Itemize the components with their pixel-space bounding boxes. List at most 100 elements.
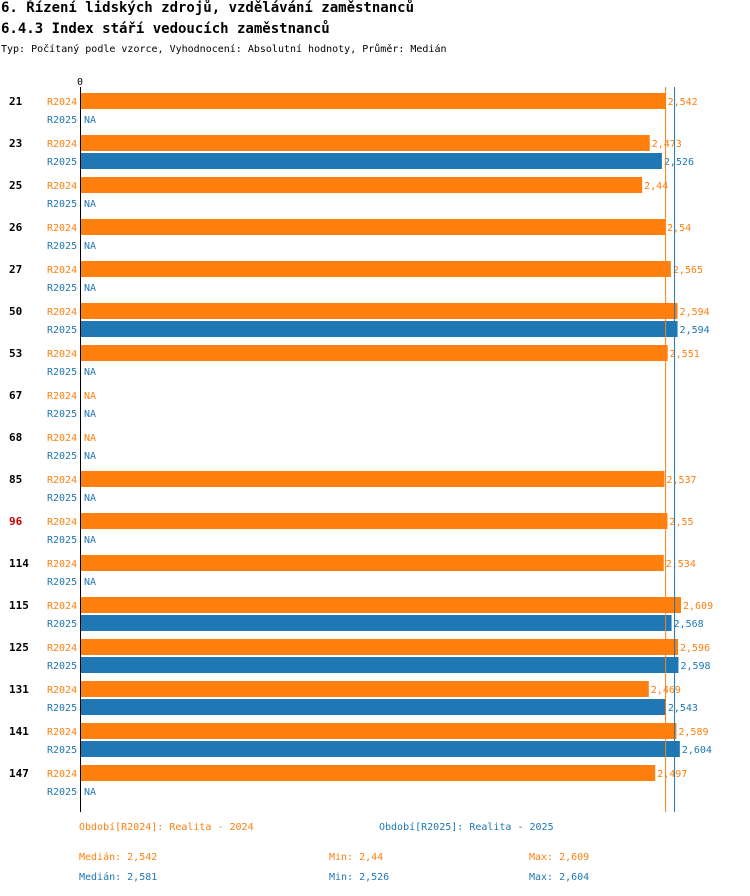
na-label: NA (84, 283, 96, 294)
median-r2024: Medián: 2,542 (79, 852, 158, 863)
bar (81, 513, 668, 529)
data-label: 2,473 (652, 139, 682, 150)
na-label: NA (84, 115, 96, 126)
na-label: NA (84, 451, 96, 462)
category-label: 26 (9, 221, 23, 234)
chart-title: 6.4.3 Index stáří vedoucích zaměstnanců (1, 21, 330, 37)
legend-r2025: Období[R2025]: Realita - 2025 (379, 822, 554, 833)
data-label: 2,565 (673, 265, 703, 276)
series-label: R2025 (47, 367, 77, 378)
bar (81, 639, 679, 655)
series-label: R2025 (47, 199, 77, 210)
series-label: R2025 (47, 115, 77, 126)
data-label: 2,596 (680, 643, 710, 654)
series-label: R2025 (47, 451, 77, 462)
series-label: R2025 (47, 535, 77, 546)
series-label: R2025 (47, 787, 77, 798)
legend-r2024: Období[R2024]: Realita - 2024 (79, 822, 254, 833)
min-r2024: Min: 2,44 (329, 852, 384, 863)
series-label: R2024 (47, 559, 77, 570)
axis-zero-label: 0 (77, 77, 83, 88)
max-r2025: Max: 2,604 (529, 872, 590, 883)
series-label: R2025 (47, 409, 77, 420)
series-label: R2024 (47, 349, 77, 360)
series-label: R2024 (47, 391, 77, 402)
series-label: R2025 (47, 325, 77, 336)
series-label: R2025 (47, 745, 77, 756)
series-label: R2024 (47, 433, 77, 444)
category-label: 85 (9, 473, 22, 486)
series-label: R2025 (47, 619, 77, 630)
na-label: NA (84, 391, 96, 402)
category-label: 25 (9, 179, 22, 192)
data-label: 2,609 (683, 601, 713, 612)
na-label: NA (84, 577, 96, 588)
min-r2025: Min: 2,526 (329, 872, 390, 883)
data-label: 2,551 (670, 349, 700, 360)
series-label: R2024 (47, 643, 77, 654)
bar (81, 303, 678, 319)
category-label: 27 (9, 263, 22, 276)
series-label: R2024 (47, 265, 77, 276)
bar (81, 93, 666, 109)
bar (81, 261, 671, 277)
data-label: 2,594 (680, 325, 710, 336)
type-description: Typ: Počítaný podle vzorce, Vyhodnocení:… (1, 44, 447, 55)
bar (81, 681, 649, 697)
page-title: 6. Řízení lidských zdrojů, vzdělávání za… (1, 0, 415, 16)
category-label: 141 (9, 725, 29, 738)
category-label: 96 (9, 515, 23, 528)
bar (81, 135, 650, 151)
series-label: R2024 (47, 181, 77, 192)
series-label: R2024 (47, 97, 77, 108)
category-label: 115 (9, 599, 29, 612)
series-label: R2024 (47, 685, 77, 696)
data-label: 2,526 (664, 157, 694, 168)
max-r2024: Max: 2,609 (529, 852, 590, 863)
category-label: 53 (9, 347, 22, 360)
bar (81, 177, 643, 193)
bar (81, 723, 677, 739)
median-r2025: Medián: 2,581 (79, 872, 158, 883)
na-label: NA (84, 493, 96, 504)
category-label: 68 (9, 431, 22, 444)
data-label: 2,497 (657, 769, 687, 780)
category-label: 50 (9, 305, 22, 318)
category-label: 21 (9, 95, 23, 108)
data-label: 2,604 (682, 745, 712, 756)
category-label: 67 (9, 389, 22, 402)
bar (81, 471, 665, 487)
series-label: R2025 (47, 577, 77, 588)
series-label: R2024 (47, 769, 77, 780)
series-label: R2024 (47, 139, 77, 150)
data-label: 2,54 (667, 223, 691, 234)
bar-chart: 0 21 R2024 2,542 R2025 NA 23 R2024 2,473 R2025 2,5… (9, 77, 713, 812)
series-label: R2025 (47, 703, 77, 714)
bar (81, 657, 679, 673)
series-label: R2024 (47, 475, 77, 486)
bar (81, 345, 668, 361)
data-label: 2,537 (666, 475, 696, 486)
category-label: 114 (9, 557, 29, 570)
na-label: NA (84, 367, 96, 378)
bar (81, 597, 681, 613)
series-label: R2024 (47, 307, 77, 318)
series-label: R2024 (47, 727, 77, 738)
category-label: 125 (9, 641, 29, 654)
na-label: NA (84, 535, 96, 546)
category-label: 147 (9, 767, 29, 780)
series-label: R2024 (47, 223, 77, 234)
na-label: NA (84, 409, 96, 420)
series-label: R2025 (47, 661, 77, 672)
data-label: 2,44 (644, 181, 668, 192)
na-label: NA (84, 241, 96, 252)
bar (81, 321, 678, 337)
data-label: 2,598 (680, 661, 710, 672)
category-label: 131 (9, 683, 29, 696)
data-label: 2,589 (678, 727, 708, 738)
series-label: R2025 (47, 493, 77, 504)
na-label: NA (84, 433, 96, 444)
na-label: NA (84, 199, 96, 210)
bar (81, 741, 680, 757)
data-label: 2,568 (674, 619, 704, 630)
